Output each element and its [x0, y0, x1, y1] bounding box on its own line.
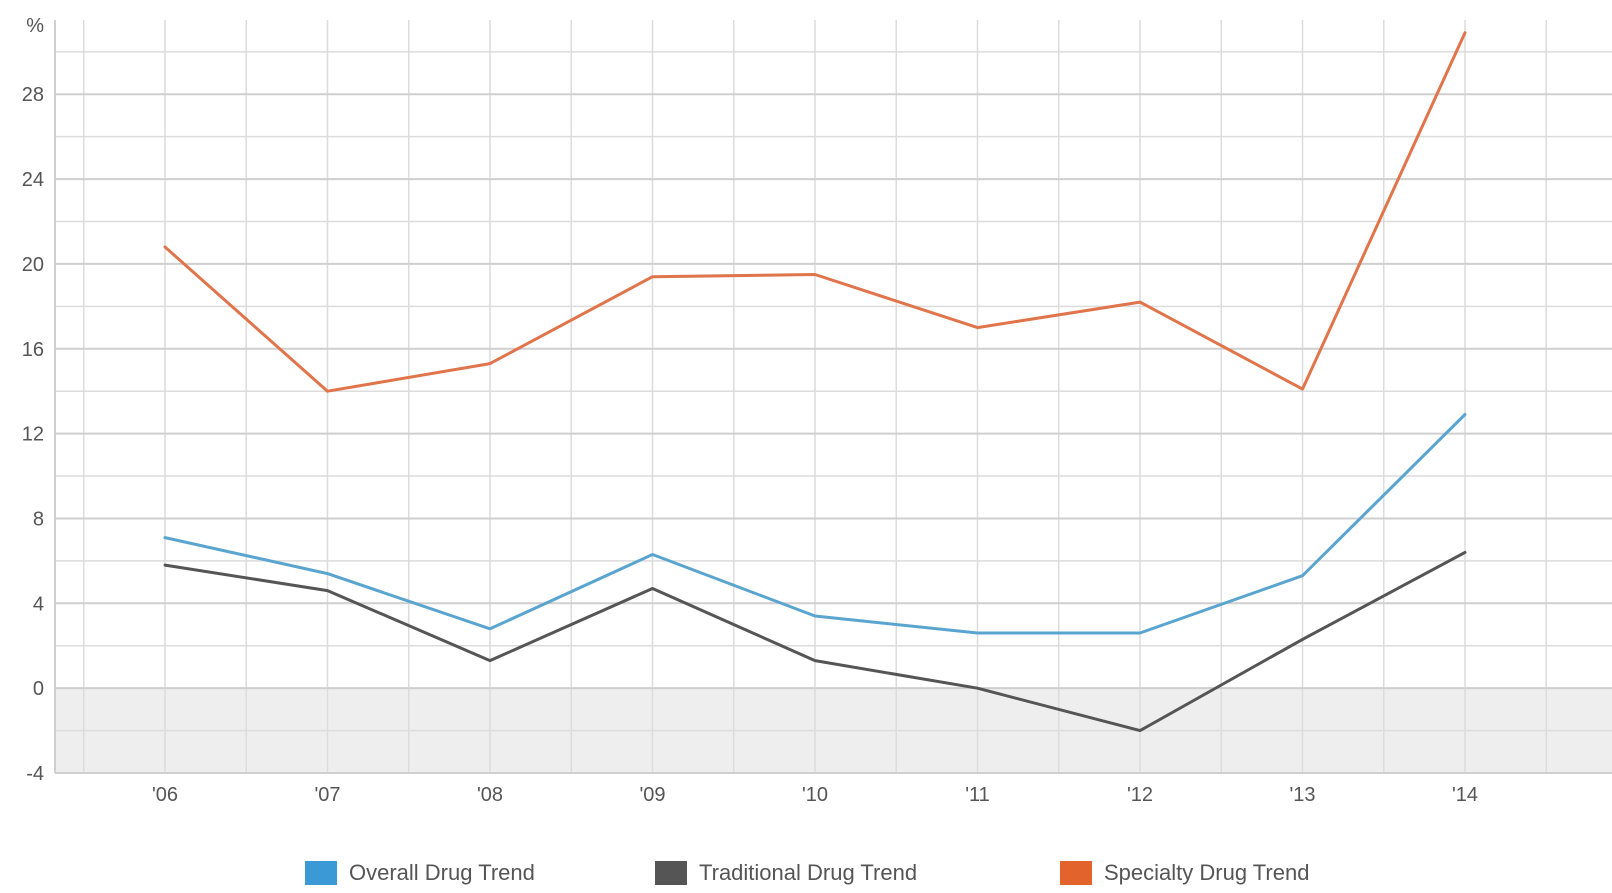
x-tick-label: '13 [1289, 784, 1315, 806]
minor-gridlines [55, 20, 1612, 774]
legend: Overall Drug Trend Traditional Drug Tren… [0, 858, 1612, 888]
series-lines [163, 31, 1467, 733]
legend-swatch-overall [305, 861, 337, 885]
line-chart: 28 24 20 16 12 8 4 0 -4 '06 '07 '08 '09 '10 '11 '12 '13… [22, 15, 1612, 806]
x-axis-ticks: '06 '07 '08 '09 '10 '11 '12 '13 '14 [152, 784, 1478, 806]
y-tick-label: 28 [22, 84, 44, 106]
x-tick-label: '06 [152, 784, 178, 806]
legend-label-overall: Overall Drug Trend [349, 860, 535, 885]
x-tick-label: '14 [1452, 784, 1478, 806]
x-tick-label: '10 [802, 784, 828, 806]
x-tick-label: '08 [477, 784, 503, 806]
y-tick-label: 8 [33, 508, 44, 530]
series-line-overall [163, 413, 1467, 635]
legend-label-traditional: Traditional Drug Trend [699, 860, 918, 885]
x-tick-label: '11 [965, 784, 990, 806]
x-tick-label: '09 [639, 784, 665, 806]
x-tick-label: '12 [1127, 784, 1153, 806]
legend-item-specialty: Specialty Drug Trend [1060, 858, 1309, 888]
legend-swatch-traditional [655, 861, 687, 885]
y-tick-label: 12 [22, 424, 44, 446]
series-line-specialty [163, 31, 1467, 393]
y-axis-unit-label: % [26, 15, 44, 37]
legend-item-overall: Overall Drug Trend [305, 858, 535, 888]
major-gridlines [54, 20, 1612, 774]
y-tick-label: -4 [26, 763, 44, 785]
legend-item-traditional: Traditional Drug Trend [655, 858, 917, 888]
legend-label-specialty: Specialty Drug Trend [1104, 860, 1310, 885]
y-tick-label: 4 [33, 593, 44, 615]
y-axis-ticks: 28 24 20 16 12 8 4 0 -4 [22, 84, 44, 785]
legend-swatch-specialty [1060, 861, 1092, 885]
y-tick-label: 16 [22, 339, 44, 361]
y-tick-label: 20 [22, 254, 44, 276]
y-tick-label: 0 [33, 678, 44, 700]
series-line-traditional [163, 550, 1467, 733]
x-tick-label: '07 [314, 784, 340, 806]
y-tick-label: 24 [22, 169, 44, 191]
